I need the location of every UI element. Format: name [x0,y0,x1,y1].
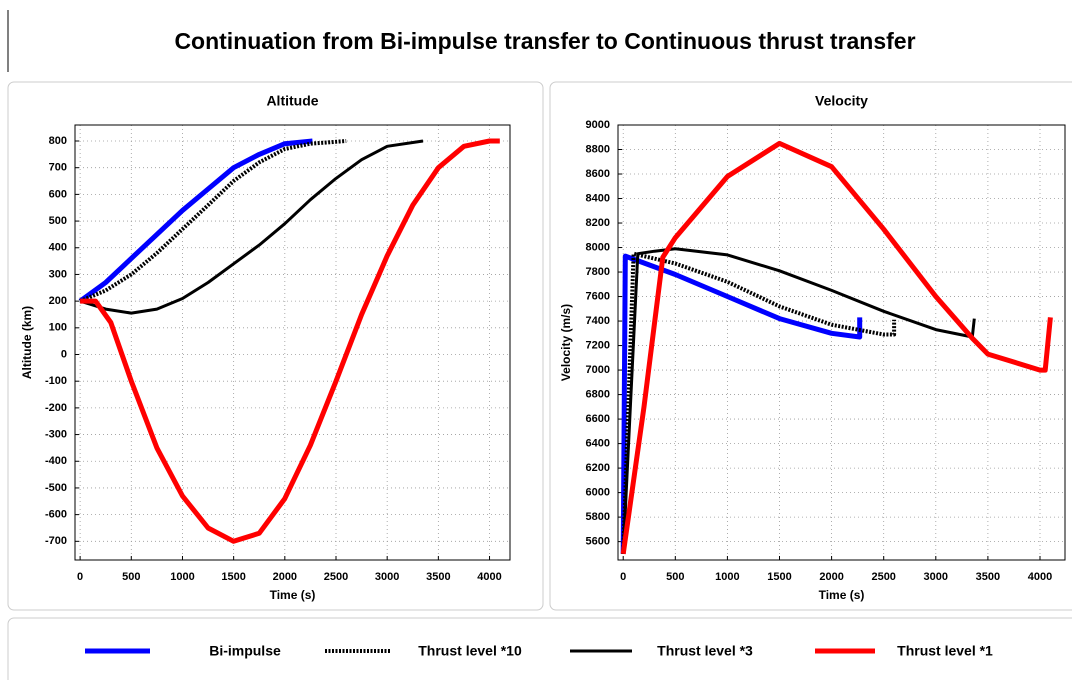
y-tick-label: 7800 [586,266,610,278]
x-axis-label: Time (s) [270,588,316,602]
x-tick-label: 1000 [170,571,194,583]
chart-title: Altitude [266,93,318,109]
y-tick-label: 8800 [586,143,610,155]
figure-title: Continuation from Bi-impulse transfer to… [174,28,915,54]
y-tick-label: 300 [49,268,67,280]
y-tick-label: 7600 [586,290,610,302]
x-tick-label: 500 [666,571,684,583]
x-tick-label: 3500 [426,571,450,583]
x-tick-label: 2000 [273,571,297,583]
y-tick-label: 400 [49,242,67,254]
x-tick-label: 500 [122,571,140,583]
y-tick-label: 8600 [586,168,610,180]
y-tick-label: 800 [49,135,67,147]
y-tick-label: 8000 [586,241,610,253]
x-tick-label: 2000 [819,571,843,583]
y-tick-label: 5800 [586,511,610,523]
x-tick-label: 0 [620,571,626,583]
y-tick-label: 9000 [586,119,610,131]
chart-title: Velocity [815,93,868,109]
y-axis-label: Velocity (m/s) [559,304,573,381]
y-tick-label: 8200 [586,217,610,229]
legend-label: Thrust level *10 [418,643,522,659]
y-tick-label: 7400 [586,315,610,327]
x-tick-label: 2500 [871,571,895,583]
y-tick-label: 6400 [586,437,610,449]
y-tick-label: 6600 [586,413,610,425]
legend-panel [7,617,1072,680]
y-tick-label: 5600 [586,536,610,548]
data-line [78,138,313,304]
y-tick-label: -400 [45,455,67,467]
x-tick-label: 4000 [1028,571,1052,583]
data-line [621,247,976,554]
x-tick-label: 4000 [477,571,501,583]
plot-frame [617,124,1066,561]
y-tick-label: 6000 [586,487,610,499]
x-tick-label: 1500 [221,571,245,583]
x-tick-label: 3500 [976,571,1000,583]
y-tick-label: 600 [49,188,67,200]
y-tick-label: 7000 [586,364,610,376]
legend-label: Thrust level *3 [657,643,753,659]
y-tick-label: 200 [49,295,67,307]
y-tick-label: -600 [45,509,67,521]
y-tick-label: 6800 [586,388,610,400]
panel [7,81,544,611]
x-tick-label: 0 [77,571,83,583]
y-tick-label: 100 [49,322,67,334]
legend-label: Bi-impulse [209,643,281,659]
y-axis-label: Altitude (km) [20,306,34,379]
data-line [620,140,1053,555]
x-axis-label: Time (s) [819,588,865,602]
data-line [79,139,347,303]
y-tick-label: -300 [45,428,67,440]
y-tick-label: -700 [45,535,67,547]
x-tick-label: 1500 [767,571,791,583]
y-tick-label: -100 [45,375,67,387]
legend-label: Thrust level *1 [897,643,993,659]
data-line [80,138,500,544]
x-tick-label: 3000 [375,571,399,583]
y-tick-label: 500 [49,215,67,227]
y-tick-label: 0 [61,348,67,360]
plot-frame [74,124,511,561]
y-tick-label: -200 [45,402,67,414]
x-tick-label: 1000 [715,571,739,583]
y-tick-label: 700 [49,162,67,174]
y-tick-label: -500 [45,482,67,494]
y-tick-label: 6200 [586,462,610,474]
x-tick-label: 3000 [924,571,948,583]
data-line [621,251,897,554]
x-tick-label: 2500 [324,571,348,583]
y-tick-label: 7200 [586,339,610,351]
y-tick-label: 8400 [586,192,610,204]
panel [549,81,1072,611]
data-line [79,139,424,315]
